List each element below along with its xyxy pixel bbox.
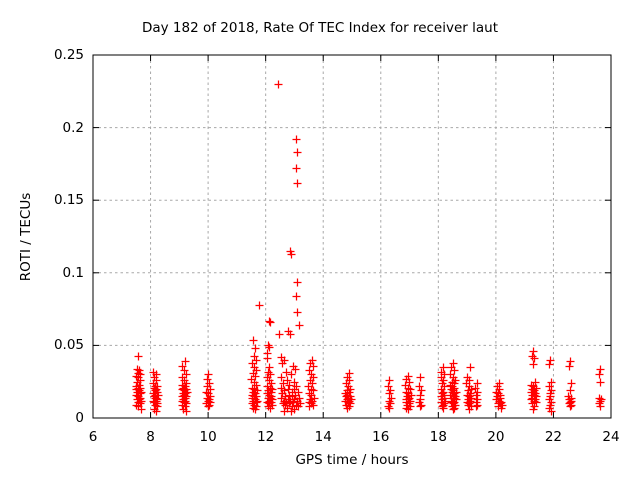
x-tick-label: 14 bbox=[314, 429, 332, 445]
y-tick-label: 0.15 bbox=[53, 192, 84, 209]
x-tick-label: 16 bbox=[372, 429, 390, 445]
x-tick-label: 12 bbox=[257, 429, 275, 445]
chart-title: Day 182 of 2018, Rate Of TEC Index for r… bbox=[141, 20, 499, 36]
y-axis-label: ROTI / TECUs bbox=[18, 192, 34, 282]
x-tick-label: 18 bbox=[429, 429, 447, 445]
x-axis-label: GPS time / hours bbox=[295, 452, 409, 468]
x-tick-label: 20 bbox=[487, 429, 505, 445]
x-tick-label: 6 bbox=[88, 429, 98, 445]
grid-lines bbox=[93, 55, 611, 418]
x-tick-label: 24 bbox=[602, 429, 620, 445]
series-roti-points bbox=[132, 80, 606, 416]
y-tick-label: 0 bbox=[75, 410, 84, 426]
x-tick-label: 8 bbox=[146, 429, 155, 445]
x-tick-label: 22 bbox=[544, 429, 563, 445]
y-tick-label: 0.1 bbox=[62, 264, 84, 281]
y-tick-label: 0.25 bbox=[53, 47, 84, 63]
y-tick-label: 0.2 bbox=[62, 119, 84, 136]
y-tick-label: 0.05 bbox=[53, 337, 84, 354]
plot-border bbox=[92, 54, 612, 419]
x-tick-label: 10 bbox=[199, 429, 217, 445]
